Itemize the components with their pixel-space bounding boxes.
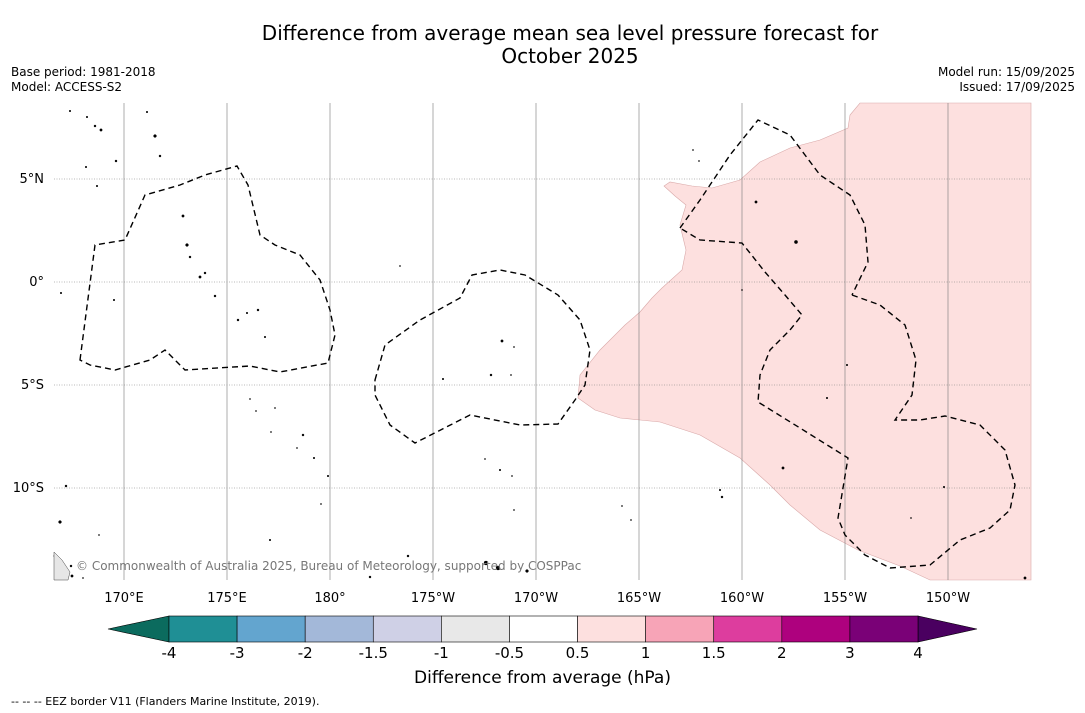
colorbar-tick-label: 4 bbox=[913, 644, 923, 662]
colorbar-tick-label: 1.5 bbox=[702, 644, 726, 662]
lat-label-5n: 5°N bbox=[20, 172, 45, 187]
lon-label-155w: 155°W bbox=[823, 591, 867, 606]
colorbar-tick-label: -0.5 bbox=[495, 644, 524, 662]
model-name: Model: ACCESS-S2 bbox=[11, 80, 123, 94]
colorbar-tick-label: -3 bbox=[230, 644, 245, 662]
colorbar-extend-low bbox=[107, 615, 170, 643]
colorbar-bin bbox=[713, 615, 783, 643]
colorbar-title: Difference from average (hPa) bbox=[414, 668, 671, 688]
colorbar-tick-label: 3 bbox=[845, 644, 855, 662]
lat-label-10s: 10°S bbox=[13, 481, 44, 496]
colorbar-bin bbox=[781, 615, 851, 643]
metadata-left: Base period: 1981-2018 Model: ACCESS-S2 bbox=[11, 65, 156, 95]
colorbar-bin bbox=[645, 615, 715, 643]
lat-label-0: 0° bbox=[29, 275, 44, 290]
metadata-right: Model run: 15/09/2025 Issued: 17/09/2025 bbox=[938, 65, 1075, 95]
chart-title: Difference from average mean sea level p… bbox=[0, 22, 1085, 68]
colorbar-bin bbox=[304, 615, 374, 643]
lon-label-150w: 150°W bbox=[926, 591, 970, 606]
eez-border-line-islands-south bbox=[679, 227, 1016, 569]
colorbar-bin bbox=[441, 615, 510, 643]
colorbar-bin bbox=[236, 615, 306, 643]
colorbar-bin bbox=[168, 615, 238, 643]
colorbar-tick-label: 0.5 bbox=[566, 644, 590, 662]
colorbar-tick-label: -1 bbox=[434, 644, 449, 662]
colorbar-tick-label: 2 bbox=[777, 644, 787, 662]
lon-label-160w: 160°W bbox=[720, 591, 764, 606]
title-line-1: Difference from average mean sea level p… bbox=[261, 21, 879, 45]
eez-border-line-islands-north bbox=[679, 119, 869, 296]
eez-border-kiribati-gilbert-tuvalu bbox=[79, 165, 336, 373]
colorbar-bin bbox=[577, 615, 646, 643]
copyright-notice: © Commonwealth of Australia 2025, Bureau… bbox=[76, 559, 581, 573]
model-run: Model run: 15/09/2025 bbox=[937, 65, 1075, 79]
colorbar: -4 -3 -2 -1.5 -1 -0.5 0.5 1 1.5 2 3 4 bbox=[107, 615, 978, 662]
eez-borders bbox=[79, 119, 1016, 569]
landmass-corner bbox=[53, 551, 71, 581]
title-line-2: October 2025 bbox=[501, 44, 639, 68]
colorbar-bin bbox=[509, 615, 578, 643]
lon-label-170w: 170°W bbox=[514, 591, 558, 606]
lon-label-175w: 175°W bbox=[411, 591, 455, 606]
colorbar-tick-label: -4 bbox=[162, 644, 177, 662]
colorbar-bin bbox=[849, 615, 919, 643]
colorbar-tick-label: -1.5 bbox=[359, 644, 388, 662]
lon-label-170e: 170°E bbox=[104, 591, 144, 606]
lon-label-165w: 165°W bbox=[617, 591, 661, 606]
lon-label-180: 180° bbox=[314, 591, 345, 606]
lon-label-175e: 175°E bbox=[207, 591, 247, 606]
base-period: Base period: 1981-2018 bbox=[11, 65, 156, 79]
anomaly-region-0.5-to-1 bbox=[577, 102, 1032, 581]
eez-border-tokelau bbox=[374, 269, 591, 444]
island-outlines bbox=[53, 109, 1027, 580]
graticule-meridians bbox=[123, 103, 949, 580]
eez-footnote: -- -- -- EEZ border V11 (Flanders Marine… bbox=[11, 695, 320, 708]
issued-date: Issued: 17/09/2025 bbox=[959, 80, 1075, 94]
latitude-labels: 5°N 0° 5°S 10°S bbox=[13, 172, 44, 496]
colorbar-extend-high bbox=[917, 615, 978, 643]
lat-label-5s: 5°S bbox=[21, 378, 44, 393]
longitude-labels: 170°E 175°E 180° 175°W 170°W 165°W 160°W… bbox=[104, 591, 970, 606]
colorbar-tick-label: 1 bbox=[641, 644, 651, 662]
graticule bbox=[54, 178, 1031, 489]
colorbar-tick-label: -2 bbox=[298, 644, 313, 662]
colorbar-bin bbox=[372, 615, 442, 643]
